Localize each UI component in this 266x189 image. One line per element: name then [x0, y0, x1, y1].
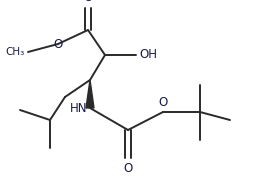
- Text: O: O: [83, 0, 93, 4]
- Text: O: O: [53, 37, 63, 50]
- Text: O: O: [158, 96, 168, 109]
- Text: OH: OH: [139, 49, 157, 61]
- Text: CH₃: CH₃: [6, 47, 25, 57]
- Text: O: O: [123, 162, 133, 175]
- Text: HN: HN: [69, 101, 87, 115]
- Polygon shape: [86, 80, 94, 108]
